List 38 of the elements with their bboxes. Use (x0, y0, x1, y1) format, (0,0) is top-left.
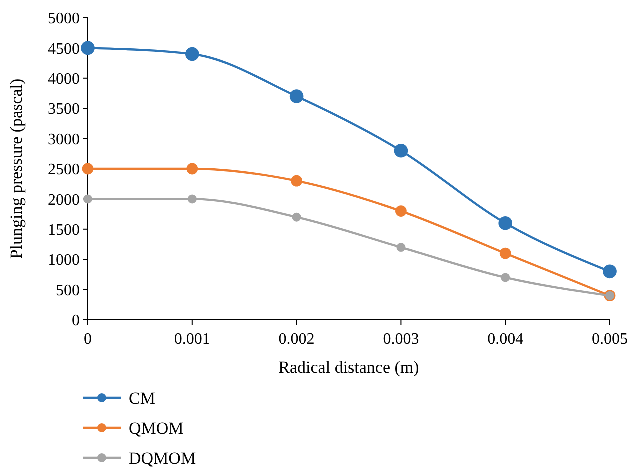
y-tick-label: 500 (56, 282, 80, 300)
point (500, 248, 512, 260)
point (82, 163, 94, 175)
y-tick-label: 1500 (48, 222, 80, 239)
y-axis-title: Plunging pressure (pascal) (7, 78, 26, 260)
y-tick-label: 0 (72, 312, 80, 330)
point (603, 264, 617, 279)
y-tick-label: 4000 (48, 71, 80, 88)
x-axis-title: Radical distance (m) (278, 358, 420, 377)
y-tick-label: 4500 (48, 40, 80, 58)
point (396, 243, 406, 252)
point (498, 216, 512, 230)
legend-label: DQMOM (129, 448, 196, 468)
x-tick-label: 0.005 (592, 331, 628, 348)
x-tick-label: 0.002 (278, 331, 315, 348)
y-tick-label: 2000 (48, 192, 80, 209)
y-tick-label: 5000 (48, 10, 80, 28)
x-tick-label: 0.004 (488, 331, 524, 348)
legend-label: QMOM (129, 418, 184, 438)
x-tick-label: 0.003 (383, 331, 420, 348)
y-tick-label: 3000 (48, 131, 80, 148)
point (501, 273, 510, 282)
point (290, 90, 304, 104)
point (84, 194, 92, 204)
point (291, 175, 302, 187)
y-tick-label: 3500 (48, 101, 80, 118)
point (188, 194, 197, 204)
point (292, 212, 302, 222)
point (81, 41, 95, 56)
x-tick-label: 0 (84, 331, 92, 348)
point (186, 47, 200, 62)
legend-label: CM (129, 388, 156, 408)
point (396, 206, 407, 217)
y-tick-label: 1000 (48, 252, 80, 270)
point (186, 163, 198, 175)
y-tick-label: 2500 (48, 162, 80, 179)
x-tick-label: 0.001 (174, 331, 210, 348)
point (394, 144, 408, 158)
